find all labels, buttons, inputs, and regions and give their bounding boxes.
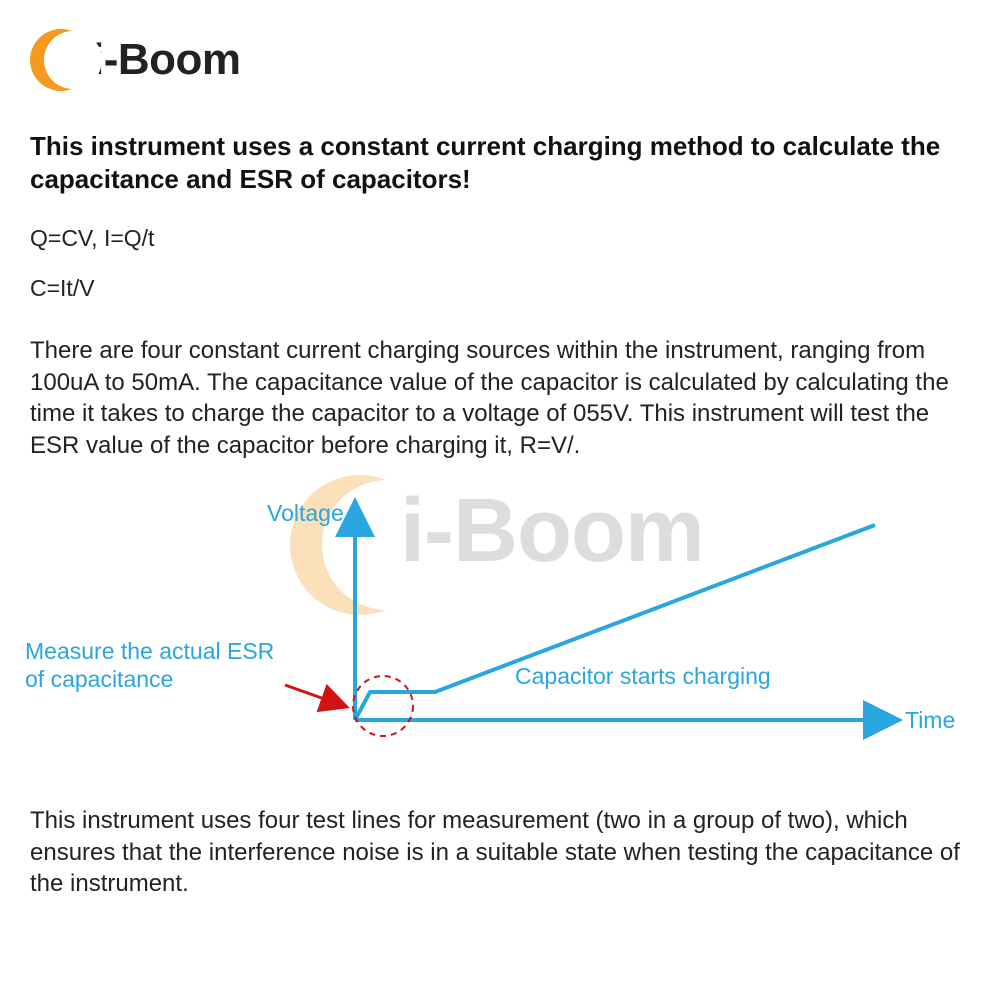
description-paragraph-2: This instrument uses four test lines for… bbox=[30, 805, 970, 900]
voltage-time-diagram: Voltage Time Measure the actual ESRof ca… bbox=[25, 470, 955, 780]
x-axis-label: Time bbox=[905, 707, 955, 734]
esr-arrow bbox=[285, 685, 347, 707]
y-axis-label: Voltage bbox=[267, 500, 344, 527]
esr-annotation: Measure the actual ESRof capacitance bbox=[25, 638, 285, 693]
headline: This instrument uses a constant current … bbox=[30, 130, 970, 195]
formula-line-2: C=It/V bbox=[30, 275, 95, 302]
brand-logo: i-Boom bbox=[30, 25, 241, 95]
crescent-icon bbox=[30, 25, 100, 95]
brand-name: i-Boom bbox=[92, 35, 241, 85]
formula-line-1: Q=CV, I=Q/t bbox=[30, 225, 154, 252]
charging-annotation: Capacitor starts charging bbox=[515, 663, 771, 690]
charge-curve bbox=[355, 525, 875, 720]
diagram-svg bbox=[25, 470, 955, 780]
description-paragraph-1: There are four constant current charging… bbox=[30, 335, 970, 462]
